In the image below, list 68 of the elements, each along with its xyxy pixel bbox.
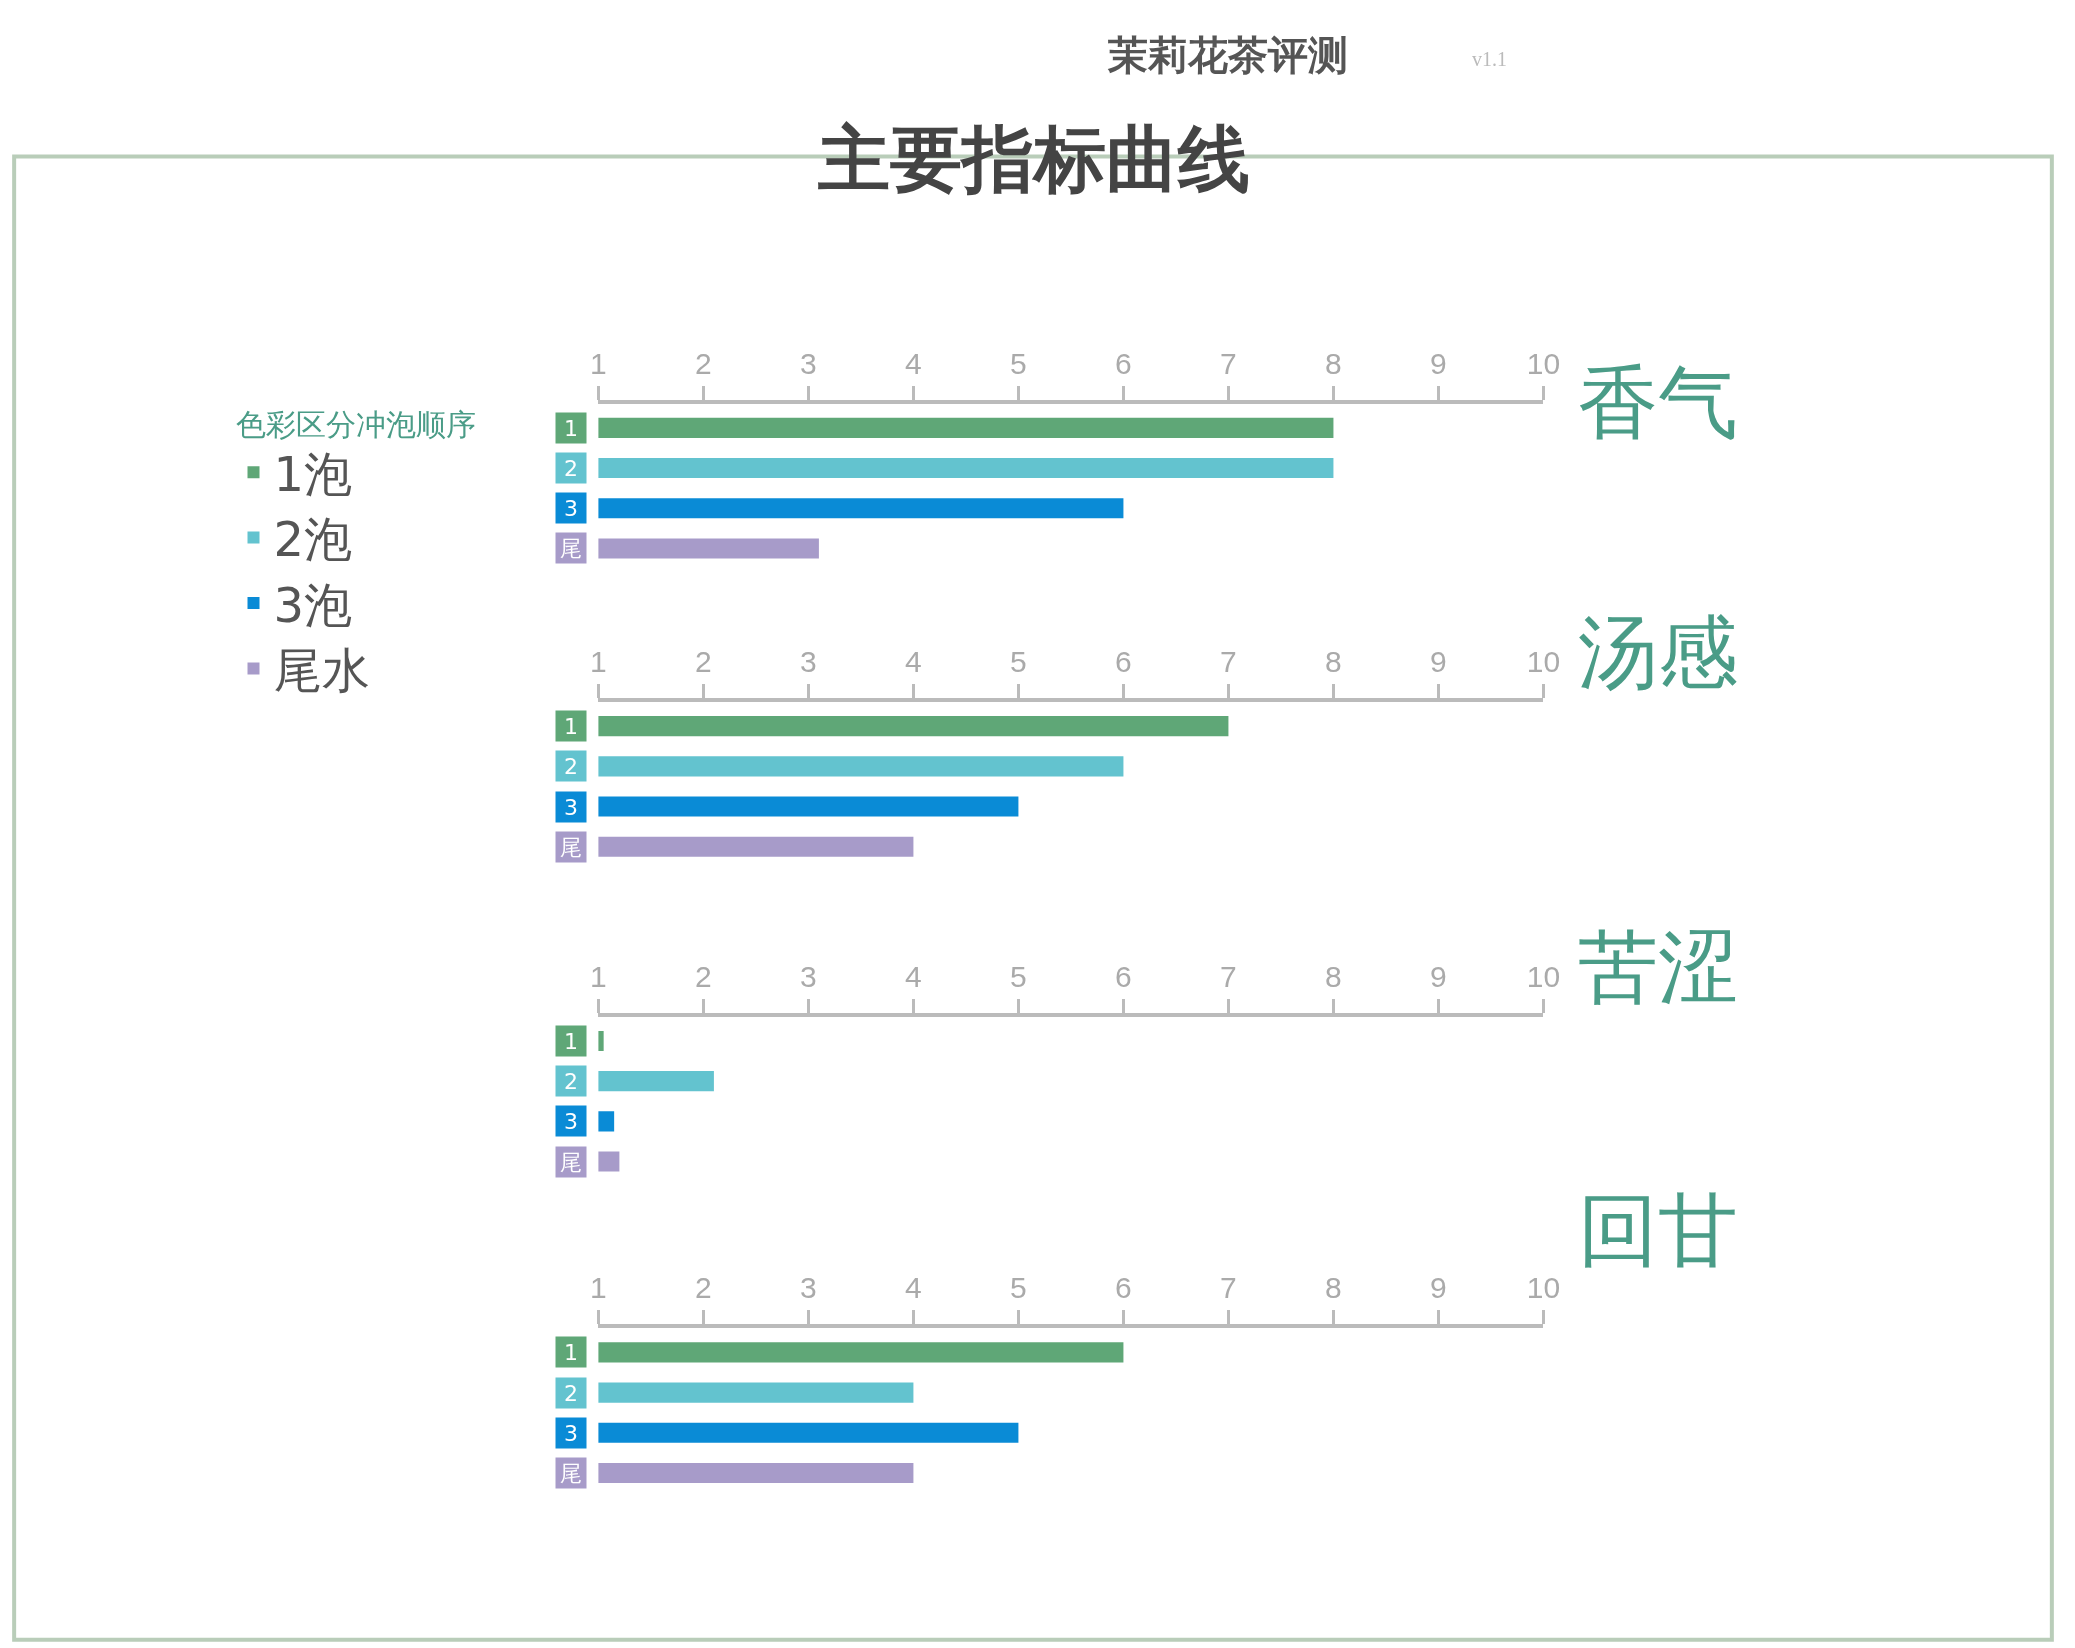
x-tick-label: 2 <box>695 1271 712 1305</box>
x-tick-label: 10 <box>1526 959 1561 993</box>
x-tick-label: 9 <box>1430 645 1447 679</box>
y-tick-label: 尾 <box>560 535 582 561</box>
y-tick-label: 3 <box>564 794 578 820</box>
legend-title: 色彩区分冲泡顺序 <box>235 406 476 442</box>
legend-label: 1泡 <box>273 445 353 502</box>
x-tick-label: 7 <box>1220 959 1237 993</box>
x-tick-label: 10 <box>1526 1271 1561 1305</box>
y-tick-label: 尾 <box>560 834 582 860</box>
x-tick-label: 5 <box>1010 346 1027 380</box>
y-tick-label: 尾 <box>560 1149 582 1175</box>
x-tick-label: 4 <box>905 1271 922 1305</box>
y-tick-label: 3 <box>564 495 578 521</box>
y-tick-label: 1 <box>564 415 578 441</box>
x-tick-label: 8 <box>1325 959 1342 993</box>
legend-label: 尾水 <box>273 642 370 699</box>
legend-label: 3泡 <box>273 576 353 633</box>
x-tick-label: 10 <box>1526 645 1561 679</box>
x-tick-label: 7 <box>1220 346 1237 380</box>
x-tick-label: 8 <box>1325 1271 1342 1305</box>
y-tick-label: 2 <box>564 1380 578 1406</box>
legend-label: 2泡 <box>273 511 353 568</box>
y-tick-label: 3 <box>564 1420 578 1446</box>
x-tick-label: 2 <box>695 959 712 993</box>
chart-title: 汤感 <box>1578 606 1738 699</box>
x-tick-label: 6 <box>1115 959 1132 993</box>
x-tick-label: 6 <box>1115 346 1132 380</box>
x-tick-label: 9 <box>1430 346 1447 380</box>
x-tick-label: 3 <box>800 346 817 380</box>
x-tick-label: 4 <box>905 959 922 993</box>
text: 主要指标曲线 <box>817 117 1250 201</box>
text: 茉莉花茶评测 <box>1107 32 1348 78</box>
x-tick-label: 6 <box>1115 1271 1132 1305</box>
chart-title: 香气 <box>1578 356 1738 449</box>
x-tick-label: 1 <box>590 645 607 679</box>
x-tick-label: 10 <box>1526 346 1561 380</box>
y-tick-label: 1 <box>564 713 578 739</box>
y-tick-label: 2 <box>564 455 578 481</box>
y-tick-label: 2 <box>564 1068 578 1094</box>
y-tick-label: 3 <box>564 1108 578 1134</box>
x-tick-label: 7 <box>1220 645 1237 679</box>
y-tick-label: 1 <box>564 1339 578 1365</box>
x-tick-label: 3 <box>800 645 817 679</box>
x-tick-label: 2 <box>695 645 712 679</box>
x-tick-label: 1 <box>590 1271 607 1305</box>
x-tick-label: 9 <box>1430 1271 1447 1305</box>
x-tick-label: 8 <box>1325 645 1342 679</box>
chart-title: 苦涩 <box>1578 921 1738 1014</box>
x-tick-label: 5 <box>1010 645 1027 679</box>
x-tick-label: 7 <box>1220 1271 1237 1305</box>
x-tick-label: 5 <box>1010 959 1027 993</box>
x-tick-label: 1 <box>590 346 607 380</box>
x-tick-label: 8 <box>1325 346 1342 380</box>
x-tick-label: 9 <box>1430 959 1447 993</box>
x-tick-label: 2 <box>695 346 712 380</box>
x-tick-label: 6 <box>1115 645 1132 679</box>
x-tick-label: 3 <box>800 1271 817 1305</box>
x-tick-label: 5 <box>1010 1271 1027 1305</box>
y-tick-label: 1 <box>564 1028 578 1054</box>
x-tick-label: 4 <box>905 645 922 679</box>
x-tick-label: 1 <box>590 959 607 993</box>
x-tick-label: 4 <box>905 346 922 380</box>
x-tick-label: 3 <box>800 959 817 993</box>
y-tick-label: 2 <box>564 753 578 779</box>
chart-title: 回甘 <box>1578 1184 1738 1277</box>
text: v1.1 <box>1472 48 1507 70</box>
y-tick-label: 尾 <box>560 1460 582 1486</box>
